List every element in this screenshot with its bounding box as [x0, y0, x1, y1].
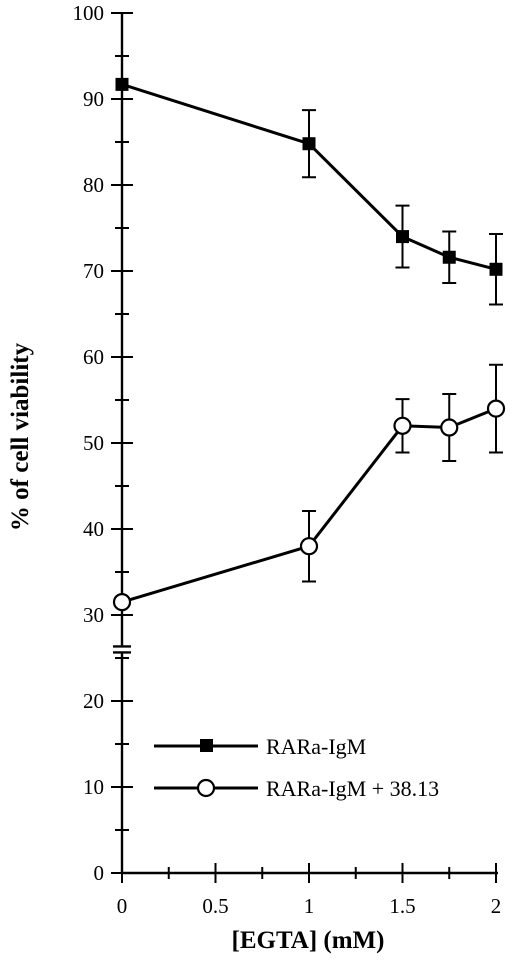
legend-label-series-2: RARa-IgM + 38.13 — [266, 776, 439, 801]
y-tick-label-80: 80 — [83, 173, 104, 197]
y-tick-label-50: 50 — [83, 431, 104, 455]
y-axis-title: % of cell viability — [7, 342, 34, 531]
y-ticks: 0 10 20 30 40 50 60 70 80 90 100 — [73, 1, 133, 885]
x-axis-title: [EGTA] (mM) — [232, 927, 385, 954]
x-tick-label-0.5: 0.5 — [202, 894, 228, 918]
series-2-point-0 — [112, 592, 132, 612]
series-layer — [112, 77, 506, 612]
series-2-point-2 — [393, 416, 412, 435]
series-1 — [115, 77, 503, 306]
y-tick-label-0: 0 — [94, 861, 105, 885]
y-tick-label-20: 20 — [83, 689, 104, 713]
x-tick-label-1: 1 — [304, 894, 315, 918]
x-tick-label-0: 0 — [117, 894, 128, 918]
series-2-point-1 — [299, 537, 319, 556]
x-ticks: 0 0.5 1 1.5 2 — [117, 863, 502, 918]
series-1-point-2 — [396, 230, 409, 244]
y-axis-break-mark — [113, 645, 131, 654]
series-1-point-4 — [489, 262, 503, 276]
legend-label-series-1: RARa-IgM — [266, 734, 366, 759]
series-1-point-1 — [302, 137, 316, 151]
y-tick-label-70: 70 — [83, 259, 104, 283]
series-1-point-0 — [115, 77, 129, 91]
x-tick-label-1.5: 1.5 — [389, 894, 415, 918]
series-1-point-3 — [442, 250, 456, 264]
y-tick-label-30: 30 — [83, 603, 104, 627]
series-2-point-3 — [440, 418, 459, 437]
legend-marker-series-2 — [196, 778, 216, 798]
y-tick-label-10: 10 — [83, 775, 104, 799]
y-tick-label-100: 100 — [73, 1, 105, 25]
x-tick-label-2: 2 — [491, 894, 502, 918]
series-2 — [112, 363, 506, 612]
y-tick-label-90: 90 — [83, 87, 104, 111]
legend-marker-series-1 — [200, 739, 213, 752]
legend: RARa-IgM RARa-IgM + 38.13 — [154, 734, 439, 801]
y-tick-label-40: 40 — [83, 517, 104, 541]
y-tick-label-60: 60 — [83, 345, 104, 369]
series-2-point-4 — [486, 399, 506, 418]
